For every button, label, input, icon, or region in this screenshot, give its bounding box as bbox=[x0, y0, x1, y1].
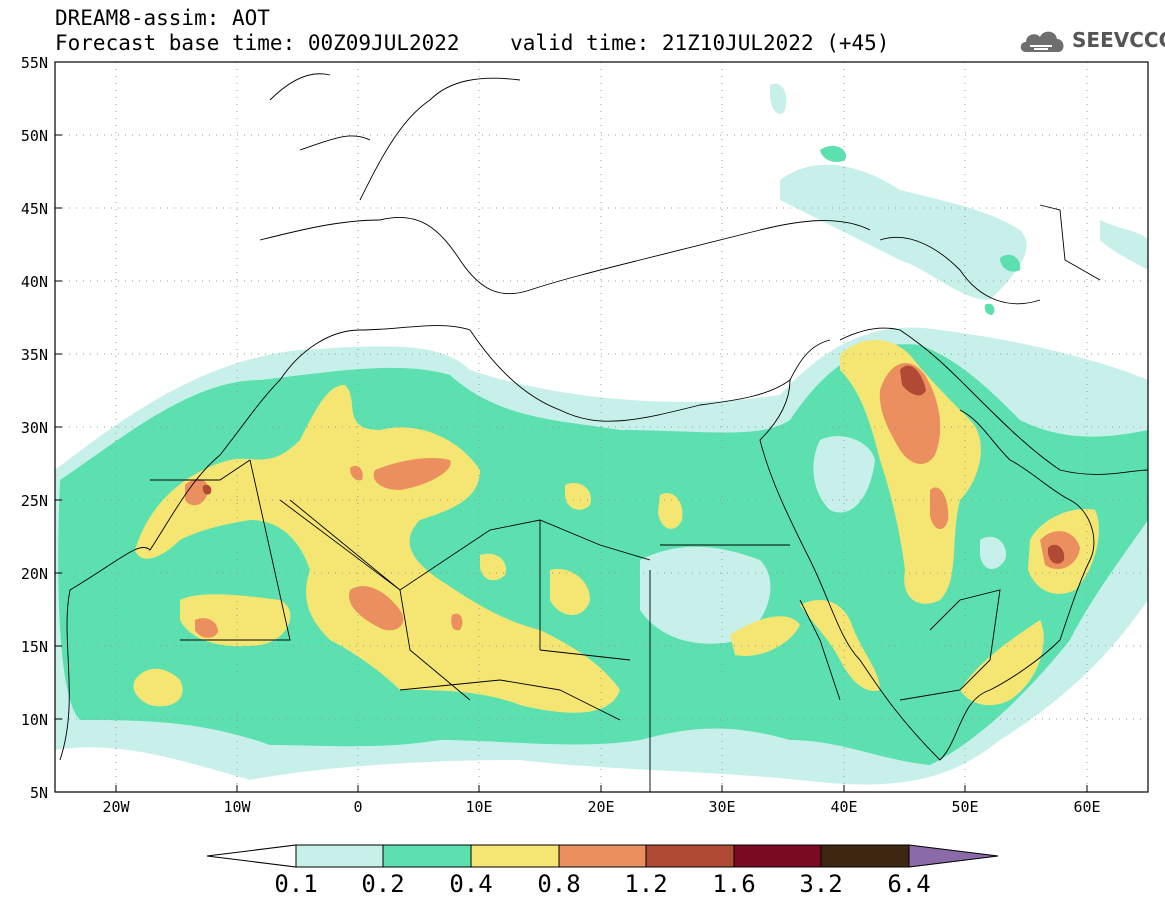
colorbar bbox=[206, 844, 999, 868]
colorbar-segment bbox=[733, 844, 822, 868]
colorbar-segment bbox=[558, 844, 647, 868]
colorbar-label: 0.1 bbox=[274, 870, 318, 898]
lon-label: 50E bbox=[951, 798, 978, 816]
colorbar-label: 1.6 bbox=[712, 870, 756, 898]
colorbar-segment bbox=[295, 844, 384, 868]
lat-label: 30N bbox=[21, 419, 48, 437]
colorbar-segment bbox=[382, 844, 472, 868]
lon-label: 40E bbox=[830, 798, 857, 816]
lat-label: 15N bbox=[21, 638, 48, 656]
lat-label: 55N bbox=[21, 54, 48, 72]
coastlines bbox=[59, 73, 1148, 792]
colorbar-high-arrow bbox=[908, 844, 999, 868]
colorbar-label: 0.2 bbox=[361, 870, 405, 898]
lon-label: 20W bbox=[102, 798, 130, 816]
map-title: DREAM8-assim: AOT bbox=[55, 6, 270, 30]
colorbar-segment bbox=[820, 844, 910, 868]
lat-label: 20N bbox=[21, 565, 48, 583]
colorbar-label: 3.2 bbox=[799, 870, 843, 898]
lon-label: 60E bbox=[1073, 798, 1100, 816]
lat-label: 40N bbox=[21, 273, 48, 291]
lat-label: 5N bbox=[30, 784, 48, 802]
colorbar-segment bbox=[470, 844, 560, 868]
lat-label: 25N bbox=[21, 492, 48, 510]
seevccc-logo: SEEVCCC bbox=[1018, 26, 1165, 54]
colorbar-label: 0.4 bbox=[449, 870, 493, 898]
lat-label: 10N bbox=[21, 711, 48, 729]
colorbar-segment bbox=[645, 844, 735, 868]
lat-label: 45N bbox=[21, 200, 48, 218]
lat-label: 35N bbox=[21, 346, 48, 364]
axis-ticks bbox=[55, 134, 1088, 792]
graticule bbox=[55, 62, 1148, 792]
cloud-icon bbox=[1020, 31, 1064, 52]
colorbar-label: 0.8 bbox=[537, 870, 581, 898]
lon-label: 10E bbox=[465, 798, 492, 816]
logo-text: SEEVCCC bbox=[1072, 28, 1165, 52]
lon-label: 0 bbox=[353, 798, 362, 816]
lon-label: 30E bbox=[708, 798, 735, 816]
colorbar-label: 6.4 bbox=[887, 870, 931, 898]
lat-label: 50N bbox=[21, 127, 48, 145]
forecast-time-line: Forecast base time: 00Z09JUL2022 valid t… bbox=[55, 31, 890, 55]
colorbar-label: 1.2 bbox=[624, 870, 668, 898]
aot-field bbox=[55, 83, 1148, 785]
lon-label: 20E bbox=[587, 798, 614, 816]
lon-label: 10W bbox=[223, 798, 251, 816]
colorbar-low-arrow bbox=[206, 844, 297, 868]
